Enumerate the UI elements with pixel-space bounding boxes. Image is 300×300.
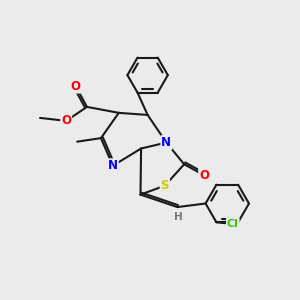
Text: N: N (108, 159, 118, 172)
Text: H: H (175, 212, 183, 222)
Text: O: O (199, 169, 209, 182)
Text: N: N (161, 136, 171, 149)
Text: O: O (61, 114, 71, 128)
Text: Cl: Cl (227, 219, 239, 229)
Text: O: O (71, 80, 81, 93)
Text: S: S (160, 179, 169, 192)
